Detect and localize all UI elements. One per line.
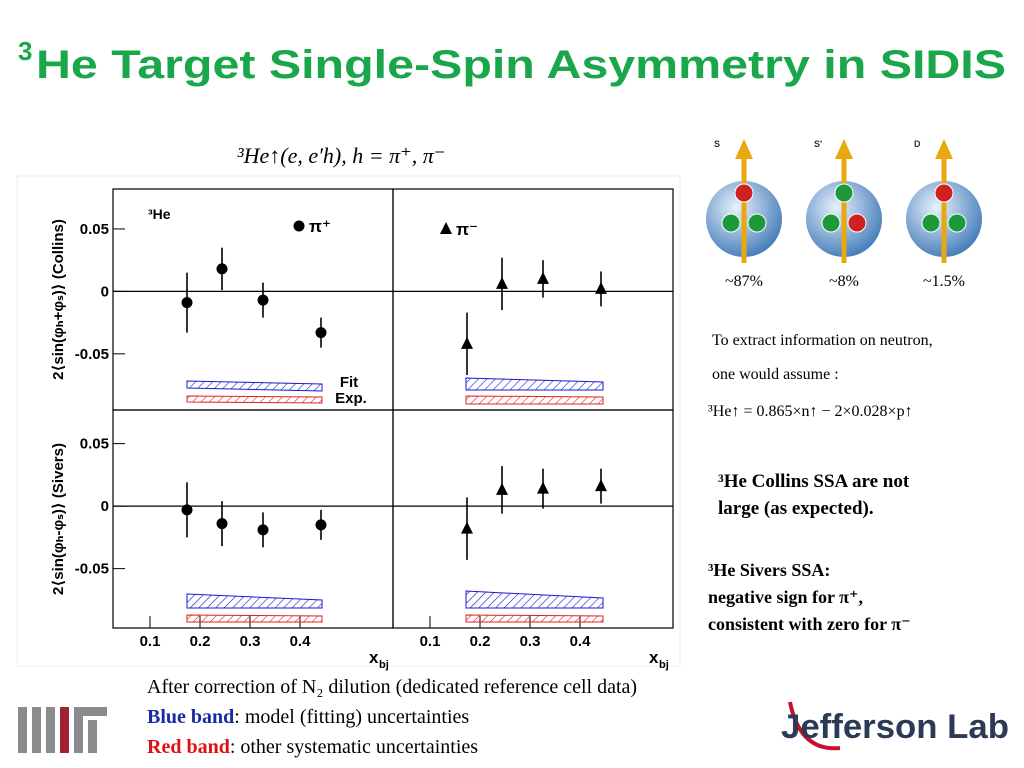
x-tick-label: 0.4 [570,633,592,650]
panel-frame [392,409,674,629]
nucleon [834,183,854,203]
band-label: Fit [340,374,358,391]
x-tick-label: 0.1 [420,633,441,650]
marker [315,519,327,531]
spin-arrow-head [835,139,853,159]
spin-arrow-head [935,139,953,159]
x-tick-label: 0.2 [190,633,211,650]
marker [461,336,473,349]
y-axis-label: 2⟨sin(φₕ-φₛ)⟩ (Sivers) [50,443,67,595]
x-tick-label: 0.3 [240,633,261,650]
marker [595,281,607,294]
jlab-text: Jefferson Lab [781,708,1009,746]
state-label: D [914,139,921,149]
exp-band [465,614,604,623]
marker [496,276,508,289]
y-tick-label: 0.05 [80,221,109,238]
nucleon [747,213,767,233]
nucleon [947,213,967,233]
nucleon [847,213,867,233]
footer-line: Red band: other systematic uncertainties [147,736,478,758]
y-tick-label: 0.05 [80,436,109,453]
note-line: one would assume : [712,366,839,383]
x-axis-label: x [369,648,379,667]
marker [181,297,193,309]
reaction: ³He↑(e, e′h), h = π⁺, π⁻ [237,143,445,168]
state-fraction: ~87% [725,273,763,290]
y-tick-label: 0 [101,283,109,300]
state-fraction: ~8% [829,273,859,290]
marker [461,521,473,534]
x-tick-label: 0.4 [290,633,312,650]
nucleon [721,213,741,233]
sivers-text: negative sign for π⁺, [708,587,863,607]
y-tick-label: -0.05 [75,561,109,578]
marker [293,220,305,232]
x-tick-label: 0.2 [470,633,491,650]
blue-text: : model (fitting) uncertainties [234,706,469,728]
collins-text: large (as expected). [718,498,874,519]
marker [496,482,508,495]
x-tick-label: 0.3 [520,633,541,650]
marker [315,327,327,339]
marker [595,479,607,492]
marker [181,504,193,516]
y-axis-label: 2⟨sin(φₕ+φₛ)⟩ (Collins) [50,219,67,380]
exp-band [465,395,604,405]
legend-label: π⁺ [309,217,331,236]
state-label: S [714,139,720,149]
marker [537,271,549,284]
nucleon [934,183,954,203]
title-sup: 3 [18,36,32,66]
spin-arrow-head [735,139,753,159]
fit-band [465,590,604,609]
fit-band [465,377,604,391]
red-key: Red band [147,736,230,758]
chart: 0.05 0 -0.05 2⟨sin(φₕ+φₛ)⟩ (Collins) ³He FitE… [50,188,674,671]
formula: ³He↑ = 0.865×n↑ − 2×0.028×p↑ [708,403,913,420]
y-tick-label: -0.05 [75,346,109,363]
mit-logo [18,707,107,753]
exp-band [186,614,323,623]
marker [257,294,269,306]
annotation: ³He [148,206,171,222]
fit-band [186,593,323,609]
blue-key: Blue band [147,706,234,728]
marker [537,481,549,494]
marker [440,222,452,234]
x-axis-label-sub: bj [379,659,389,671]
state-fraction: ~1.5% [923,273,965,290]
band-label: Exp. [335,390,367,407]
y-tick-label: 0 [101,498,109,515]
marker [216,263,228,275]
state-label: S′ [814,139,822,149]
title: He Target Single-Spin Asymmetry in SIDIS [36,43,1006,87]
marker [257,524,269,536]
x-axis-label-sub: bj [659,659,669,671]
collins-text: ³He Collins SSA are not [718,471,910,492]
x-tick-label: 0.1 [140,633,161,650]
spin-states: S ~87% S′ ~8% D ~1.5% [706,139,982,290]
x-axis-label: x [649,648,659,667]
nucleon [921,213,941,233]
legend-label: π⁻ [456,220,478,239]
sivers-text: ³He Sivers SSA: [708,560,830,580]
marker [216,518,228,530]
nucleon [821,213,841,233]
nucleon [734,183,754,203]
footer-line: Blue band: model (fitting) uncertainties [147,706,469,728]
jlab-logo: Jefferson Lab [781,701,1009,751]
exp-band [186,395,323,404]
sivers-text: consistent with zero for π⁻ [708,614,911,634]
fit-band [186,380,323,392]
note-line: To extract information on neutron, [712,332,933,349]
footer-line: After correction of N₂ dilution (dedicat… [147,676,637,698]
red-text: : other systematic uncertainties [230,736,478,758]
plot-background [16,175,681,667]
